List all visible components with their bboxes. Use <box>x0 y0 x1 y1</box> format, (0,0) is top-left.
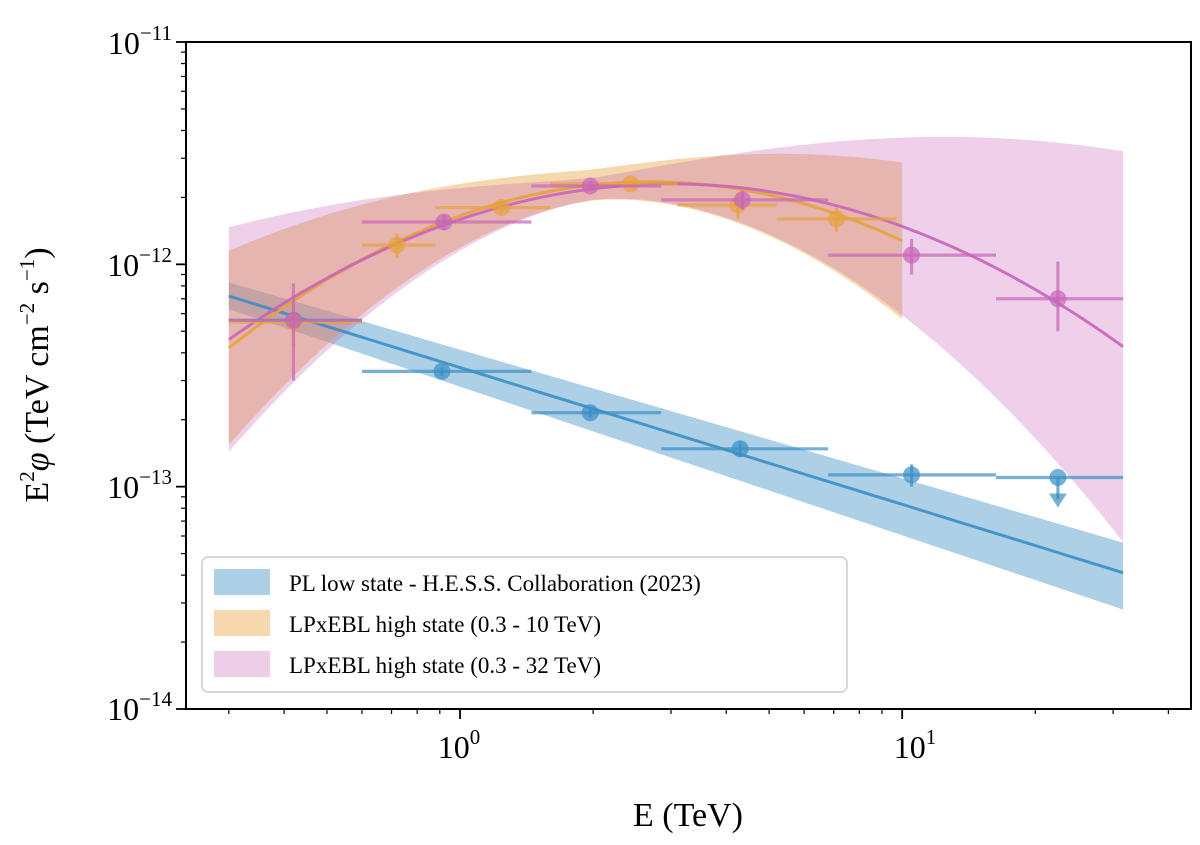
axis-ticks <box>176 41 1169 719</box>
data-point <box>903 466 921 484</box>
legend-swatch-lp-10 <box>214 610 270 636</box>
y-tick-label-1e-11: 10−11 <box>108 21 172 61</box>
data-point <box>284 311 302 329</box>
data-point <box>492 199 510 217</box>
legend-swatch-lp-32 <box>214 651 270 677</box>
data-point <box>903 246 921 264</box>
legend-label-lp-10: LPxEBL high state (0.3 - 10 TeV) <box>289 612 601 637</box>
y-tick-label-1e-12: 10−12 <box>107 243 172 283</box>
legend: PL low state - H.E.S.S. Collaboration (2… <box>201 556 848 693</box>
x-tick-label-10: 101 <box>894 725 937 765</box>
model-line-pl_low <box>228 294 1124 575</box>
data-point <box>581 177 599 195</box>
x-axis-title: E (TeV) <box>633 797 743 834</box>
x-tick-label-1: 100 <box>438 725 481 765</box>
data-point <box>733 191 751 209</box>
legend-frame <box>201 556 848 693</box>
legend-swatch-pl-low <box>214 569 270 595</box>
data-point <box>433 362 451 380</box>
legend-label-lp-32: LPxEBL high state (0.3 - 32 TeV) <box>289 653 601 678</box>
data-points <box>228 175 1124 508</box>
model-band-lp_10 <box>228 153 903 445</box>
legend-label-pl-low: PL low state - H.E.S.S. Collaboration (2… <box>289 571 701 596</box>
y-tick-label-1e-14: 10−14 <box>107 687 172 727</box>
data-point <box>581 404 599 422</box>
plot-frame <box>185 41 1192 710</box>
data-point <box>1049 290 1067 308</box>
upper-limit-arrow <box>1048 493 1067 508</box>
data-point <box>1049 468 1067 486</box>
data-point <box>388 236 406 254</box>
data-point <box>731 440 749 458</box>
data-point <box>622 175 640 193</box>
y-tick-label-1e-13: 10−13 <box>107 465 172 505</box>
data-point <box>827 210 845 228</box>
y-axis-title: E2φ (TeV cm−2 s−1) <box>15 247 56 502</box>
data-point <box>435 213 453 231</box>
